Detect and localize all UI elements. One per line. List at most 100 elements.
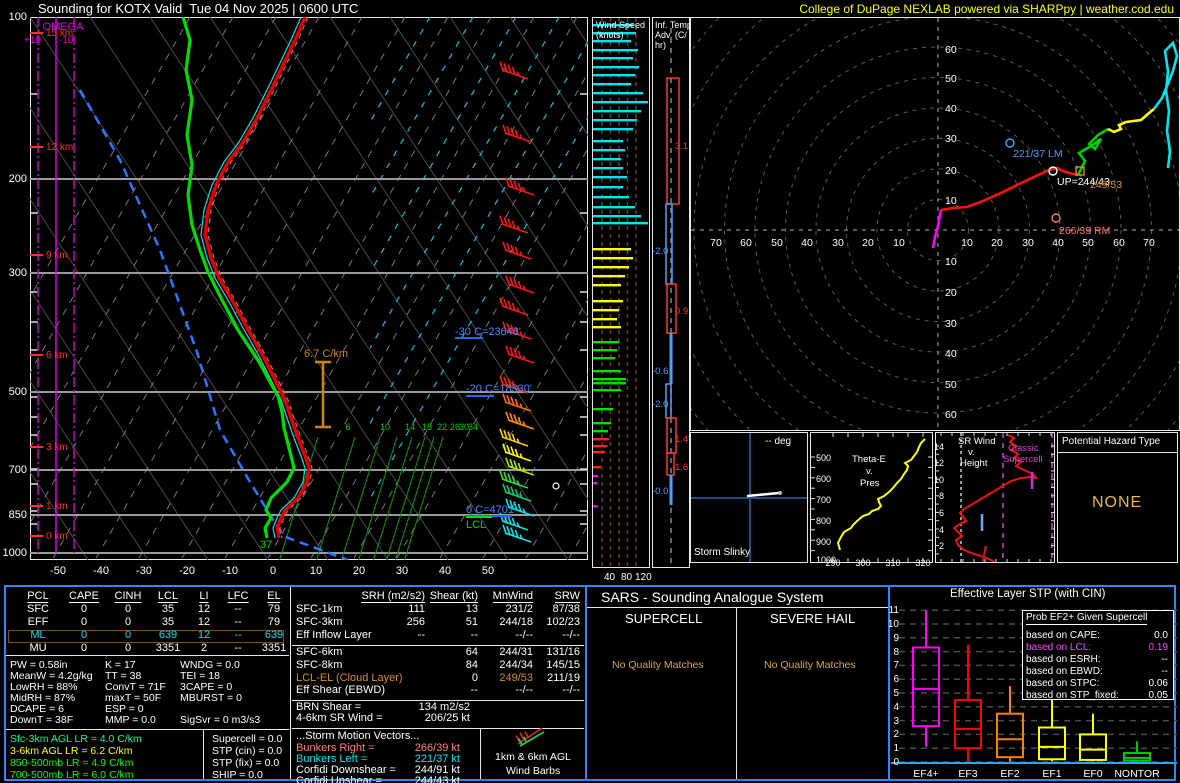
thetae-panel[interactable] xyxy=(810,432,933,563)
kin-srw: 87/38 xyxy=(552,603,580,615)
prob-row-label: based on ESRH: xyxy=(1026,654,1101,665)
wind-barb xyxy=(505,457,535,476)
hodo-axis-label: 50 xyxy=(945,378,957,391)
storm-motion-label: 249/53 xyxy=(1090,178,1123,191)
brand-link[interactable]: College of DuPage NEXLAB powered via SHA… xyxy=(799,2,1174,16)
hodograph-panel[interactable] xyxy=(690,17,1180,431)
thetae-title-2: v. xyxy=(866,466,873,477)
prob-row-value: -- xyxy=(1161,666,1168,677)
prob-row-label: based on STPC: xyxy=(1026,678,1100,689)
index-value: PW = 0.58in xyxy=(10,658,68,671)
parcel-cell: 2 xyxy=(200,642,208,654)
srwind-panel[interactable] xyxy=(935,432,1055,563)
wind-speed-bar xyxy=(593,378,626,381)
kin-brn-value: 206/25 kt xyxy=(424,712,470,724)
srwind-annotation-2: Supercell xyxy=(1003,454,1043,465)
wind-barb xyxy=(502,393,532,412)
stp-box xyxy=(912,646,940,728)
wind-barb xyxy=(502,443,532,462)
wind-speed-bar xyxy=(593,382,626,385)
parcel-cell: 35 xyxy=(161,603,175,615)
parcel-cell: 0 xyxy=(124,616,132,628)
parcel-cell: 0 xyxy=(80,616,88,628)
parcel-cell: SFC xyxy=(27,603,49,615)
temp-axis-label: 10 xyxy=(309,565,323,577)
temp-axis-label: 20 xyxy=(352,565,366,577)
stp-ytick: 7 xyxy=(893,660,899,672)
hodo-axis-label: 30 xyxy=(832,236,844,249)
index-value: WNDG = 0.0 xyxy=(180,658,240,671)
parcel-cell: 3351 xyxy=(261,642,287,654)
wind-barb xyxy=(502,241,532,260)
parcel-col-header: LI xyxy=(199,590,209,603)
parcel-cell: 35 xyxy=(161,616,175,628)
srwind-annotation-1: Classic xyxy=(1008,443,1039,454)
hodo-axis-label: 10 xyxy=(945,255,957,268)
temp-axis-label: 50 xyxy=(481,565,495,577)
parcel-cell: 3351 xyxy=(155,642,181,654)
pressure-axis-label: 300 xyxy=(8,267,27,279)
hodo-axis-label: 20 xyxy=(862,236,874,249)
stp-category-label: EF3 xyxy=(958,767,978,780)
pressure-axis-label: 200 xyxy=(8,173,27,185)
sars-title: SARS - Sounding Analogue System xyxy=(601,589,824,605)
lcl-marker-bar xyxy=(466,516,492,518)
sars-title-divider xyxy=(587,607,888,608)
wind-barb xyxy=(499,428,529,447)
wind-speed-bar xyxy=(593,341,619,344)
wind-speed-bar xyxy=(593,128,633,131)
wind-axis-label: 40 xyxy=(604,572,616,583)
pressure-axis-label: 700 xyxy=(8,464,27,476)
height-marker-label: 6 km xyxy=(46,350,68,361)
wind-barb xyxy=(502,483,532,502)
prob-row-value: 0.06 xyxy=(1148,678,1168,689)
parcel-col-header: CAPE xyxy=(69,590,99,603)
skewt-plot[interactable] xyxy=(30,17,588,560)
stp-box xyxy=(1079,733,1107,761)
kin-row-label: LCL-EL (Cloud Layer) xyxy=(296,672,403,684)
hazard-panel[interactable] xyxy=(1057,432,1178,563)
advection-value: 1.4 xyxy=(675,433,689,445)
mixing-ratio-label: 22 xyxy=(436,422,448,432)
wind-speed-bar xyxy=(593,422,611,425)
stp-ytick: 2 xyxy=(893,729,899,741)
wind-speed-bar xyxy=(593,349,617,352)
hazard-title: Potential Hazard Type xyxy=(1062,436,1161,447)
kin-shear: 64 xyxy=(465,646,478,658)
srwind-title-1: SR Wind xyxy=(958,436,996,447)
thetae-xtick: 320 xyxy=(915,558,931,568)
thetae-ytick: 1000 xyxy=(816,555,837,565)
composite-index-value: Supercell = 0.0 xyxy=(212,732,283,745)
height-marker-label: 1 km xyxy=(46,501,68,512)
prob-row-value: 0.19 xyxy=(1148,642,1168,653)
wind-axis-label: 120 xyxy=(635,572,652,583)
advection-value: -0.0 xyxy=(652,485,669,497)
lapse-rate-value: 850-500mb LR = 4.9 C/km xyxy=(10,756,134,769)
parcel-cell: 79 xyxy=(267,603,281,615)
thetae-curve xyxy=(836,438,926,551)
parcel-col-header: CINH xyxy=(114,590,142,603)
kin-row-label: SFC-3km xyxy=(296,616,343,628)
wind-speed-bar xyxy=(593,451,605,454)
wind-speed-bar xyxy=(593,40,631,43)
advection-value: 0.9 xyxy=(675,305,689,317)
divider-thermo-kinematics xyxy=(290,587,291,779)
prob-row-label: based on CAPE: xyxy=(1026,630,1100,641)
pressure-axis-label: 500 xyxy=(8,386,27,398)
wind-speed-bar xyxy=(593,309,619,312)
wind-speed-bar xyxy=(593,186,623,189)
kin-srh: 111 xyxy=(408,603,425,615)
hodograph-trace-segment xyxy=(1152,40,1179,169)
wind-barb xyxy=(505,498,535,517)
kin-mnwind: 244/18 xyxy=(499,616,533,628)
height-marker-label: 12 km xyxy=(46,142,74,153)
skewt-annotation: -20 C=18330' xyxy=(466,383,533,395)
sars-supercell-header: SUPERCELL xyxy=(625,611,703,626)
storm-motion-label: UP=244/43 xyxy=(1057,175,1110,188)
thetae-xtick: 290 xyxy=(825,558,841,568)
wind-barb xyxy=(499,297,529,316)
stp-ytick: 9 xyxy=(893,632,899,644)
srwind-ytick: 4 xyxy=(938,525,944,535)
divider-parcel-indices xyxy=(6,655,289,656)
hodograph-plot[interactable] xyxy=(691,18,1179,430)
